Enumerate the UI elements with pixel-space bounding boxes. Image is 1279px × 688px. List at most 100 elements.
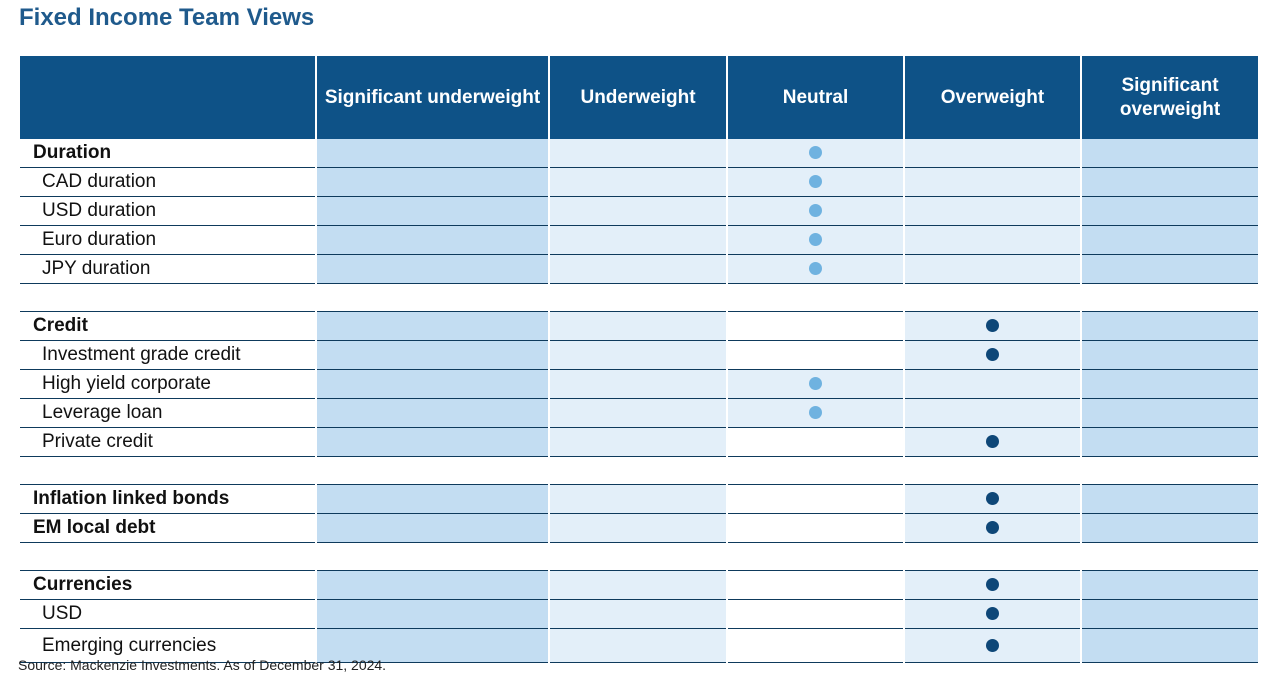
table-row: USD — [20, 599, 1258, 629]
view-cell — [1080, 628, 1258, 663]
view-cell — [903, 398, 1081, 428]
header-asset-class — [20, 56, 316, 139]
view-cell — [548, 398, 727, 428]
view-cell — [1080, 369, 1258, 399]
row-label: Investment grade credit — [20, 340, 316, 370]
header-neutral: Neutral — [726, 56, 904, 139]
view-cell — [903, 369, 1081, 399]
view-cell — [548, 484, 727, 514]
header-significant-overweight: Significant overweight — [1080, 56, 1258, 139]
view-cell — [548, 427, 727, 457]
row-label: Currencies — [20, 570, 316, 600]
header-underweight: Underweight — [548, 56, 727, 139]
view-cell — [548, 167, 727, 197]
table-row: JPY duration — [20, 254, 1258, 284]
view-cell — [726, 196, 904, 226]
spacer-row — [20, 456, 1258, 485]
overweight-view-dot-icon — [986, 435, 999, 449]
spacer-cell — [20, 456, 1258, 485]
row-label: Leverage loan — [20, 398, 316, 428]
view-cell — [1080, 196, 1258, 226]
row-label: CAD duration — [20, 167, 316, 197]
view-cell — [903, 225, 1081, 255]
view-cell — [548, 139, 727, 168]
view-cell — [726, 628, 904, 663]
view-cell — [548, 340, 727, 370]
spacer-cell — [20, 283, 1258, 312]
table-row: CAD duration — [20, 167, 1258, 197]
table-row: Currencies — [20, 570, 1258, 600]
view-cell — [903, 254, 1081, 284]
overweight-view-dot-icon — [986, 578, 999, 592]
view-cell — [726, 340, 904, 370]
source-note: Source: Mackenzie Investments. As of Dec… — [18, 657, 387, 673]
row-label: Credit — [20, 311, 316, 341]
overweight-view-dot-icon — [986, 348, 999, 362]
row-label: High yield corporate — [20, 369, 316, 399]
view-cell — [315, 398, 549, 428]
overweight-view-dot-icon — [986, 319, 999, 333]
neutral-view-dot-icon — [809, 175, 822, 189]
neutral-view-dot-icon — [809, 204, 822, 218]
view-cell — [315, 570, 549, 600]
table-row: Investment grade credit — [20, 340, 1258, 370]
header-overweight: Overweight — [903, 56, 1081, 139]
view-cell — [315, 484, 549, 514]
view-cell — [548, 254, 727, 284]
view-cell — [726, 427, 904, 457]
spacer-row — [20, 283, 1258, 312]
view-cell — [903, 311, 1081, 341]
row-label: Emerging currencies — [20, 628, 316, 663]
view-cell — [726, 167, 904, 197]
page-title: Fixed Income Team Views — [19, 4, 315, 31]
view-cell — [903, 427, 1081, 457]
view-cell — [1080, 427, 1258, 457]
view-cell — [315, 513, 549, 543]
table-row: Inflation linked bonds — [20, 484, 1258, 514]
spacer-cell — [20, 542, 1258, 571]
view-cell — [903, 599, 1081, 629]
view-cell — [548, 570, 727, 600]
neutral-view-dot-icon — [809, 146, 822, 160]
view-cell — [315, 369, 549, 399]
view-cell — [726, 254, 904, 284]
view-cell — [1080, 225, 1258, 255]
row-label: Inflation linked bonds — [20, 484, 316, 514]
view-cell — [315, 628, 549, 663]
view-cell — [315, 340, 549, 370]
view-cell — [1080, 599, 1258, 629]
view-cell — [1080, 398, 1258, 428]
row-label: Duration — [20, 139, 316, 168]
view-cell — [903, 484, 1081, 514]
view-cell — [903, 167, 1081, 197]
view-cell — [726, 369, 904, 399]
view-cell — [315, 254, 549, 284]
row-label: USD — [20, 599, 316, 629]
table-row: Duration — [20, 139, 1258, 168]
views-table: Significant underweight Underweight Neut… — [20, 56, 1258, 663]
view-cell — [726, 225, 904, 255]
view-cell — [548, 311, 727, 341]
view-cell — [548, 225, 727, 255]
view-cell — [1080, 167, 1258, 197]
overweight-view-dot-icon — [986, 521, 999, 535]
view-cell — [548, 513, 727, 543]
view-cell — [726, 599, 904, 629]
view-cell — [903, 513, 1081, 543]
view-cell — [726, 570, 904, 600]
view-cell — [903, 340, 1081, 370]
view-cell — [1080, 513, 1258, 543]
view-cell — [726, 311, 904, 341]
table-row: Euro duration — [20, 225, 1258, 255]
neutral-view-dot-icon — [809, 262, 822, 276]
view-cell — [1080, 570, 1258, 600]
spacer-row — [20, 542, 1258, 571]
neutral-view-dot-icon — [809, 406, 822, 420]
table-row: High yield corporate — [20, 369, 1258, 399]
view-cell — [903, 139, 1081, 168]
row-label: EM local debt — [20, 513, 316, 543]
view-cell — [1080, 254, 1258, 284]
view-cell — [315, 139, 549, 168]
row-label: Private credit — [20, 427, 316, 457]
view-cell — [1080, 484, 1258, 514]
